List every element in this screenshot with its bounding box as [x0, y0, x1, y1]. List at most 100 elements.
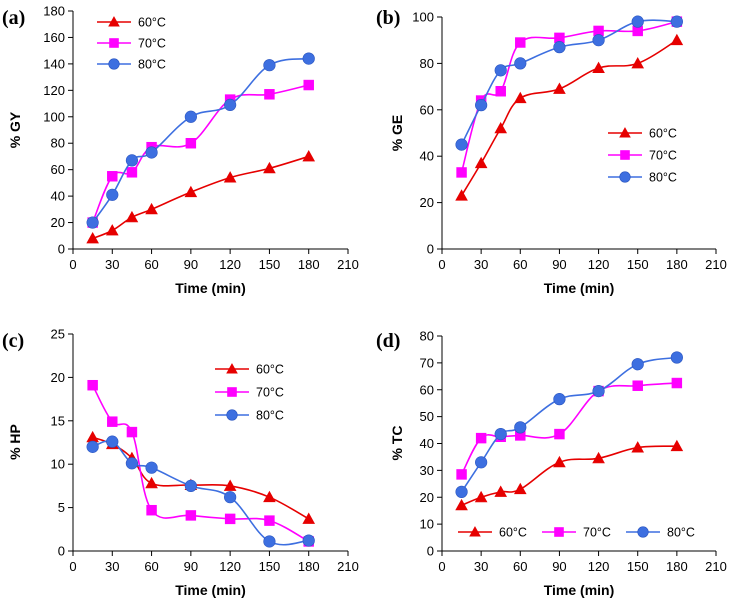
data-point-circle [184, 479, 197, 493]
data-point-square [554, 428, 565, 440]
data-point-triangle [670, 439, 684, 452]
series-line-circle [460, 19, 677, 145]
data-point-triangle [494, 485, 508, 497]
x-axis-label: Time (min) [175, 280, 246, 296]
legend-label: 80°C [256, 409, 284, 423]
x-tick-label: 150 [627, 257, 649, 272]
x-tick-label: 210 [705, 559, 727, 574]
legend-label: 70°C [649, 149, 677, 163]
data-point-triangle [86, 430, 99, 443]
y-tick-label: 20 [420, 195, 434, 210]
y-axis-label: % TC [389, 426, 405, 461]
panel-0: 0 30 60 90 120 150 180 210 0 20 40 60 80 100 120 140 160… [2, 4, 359, 297]
y-tick-label: 0 [427, 242, 434, 257]
y-tick-label: 15 [51, 413, 65, 428]
y-tick-label: 50 [420, 409, 434, 424]
data-point-triangle [474, 156, 488, 169]
data-point-triangle [86, 232, 99, 244]
legend-label: 70°C [138, 37, 166, 51]
data-point-triangle [263, 490, 276, 503]
legend-marker-circle [619, 171, 631, 183]
y-tick-label: 20 [420, 490, 434, 505]
y-tick-label: 100 [412, 10, 434, 25]
x-axis-label: Time (min) [175, 582, 246, 598]
x-tick-label: 60 [144, 257, 158, 272]
data-point-triangle [455, 498, 468, 511]
panel-3: 0 30 60 90 120 150 180 210 0 10 20 30 40 50 60 70 80 Time… [376, 329, 727, 599]
data-point-triangle [302, 150, 316, 162]
data-point-circle [145, 146, 158, 159]
data-point-square [185, 510, 197, 521]
data-point-circle [224, 98, 237, 111]
data-point-square [632, 380, 643, 391]
data-point-square [475, 432, 487, 444]
x-tick-label: 90 [184, 257, 198, 272]
legend-label: 80°C [649, 171, 677, 185]
x-tick-label: 180 [666, 559, 688, 574]
data-point-triangle [513, 482, 527, 495]
data-point-circle [631, 15, 644, 28]
legend-label: 60°C [649, 127, 677, 141]
x-tick-label: 60 [144, 559, 158, 574]
data-point-triangle [592, 61, 605, 73]
data-point-circle [302, 534, 315, 547]
legend: 60°C 70°C 80°C [215, 363, 284, 423]
data-point-circle [224, 491, 237, 504]
y-tick-label: 25 [51, 327, 65, 342]
y-tick-label: 10 [420, 517, 434, 532]
x-tick-label: 150 [627, 559, 649, 574]
data-point-circle [455, 485, 468, 498]
legend: 60°C 70°C 80°C [97, 16, 166, 72]
data-point-circle [86, 216, 99, 229]
x-tick-label: 210 [337, 559, 359, 574]
legend-marker-triangle [108, 16, 120, 27]
legend-marker-triangle [619, 127, 631, 138]
data-point-circle [631, 358, 644, 371]
y-tick-label: 10 [51, 457, 65, 472]
data-point-square [456, 167, 467, 178]
data-point-circle [494, 427, 507, 441]
y-tick-label: 20 [51, 370, 65, 385]
series-line-circle [92, 440, 309, 546]
legend-label: 60°C [499, 526, 527, 540]
series-line-triangle [461, 445, 677, 507]
data-point-triangle [631, 56, 645, 69]
y-tick-label: 80 [51, 136, 65, 151]
data-point-triangle [125, 210, 139, 223]
data-point-square [224, 513, 236, 525]
data-point-square [87, 379, 98, 391]
y-axis-label: % GY [7, 111, 23, 148]
legend-label: 60°C [256, 363, 284, 377]
data-point-square [107, 171, 118, 182]
legend: 60°C 70°C 80°C [608, 127, 677, 185]
y-tick-label: 80 [420, 329, 434, 344]
y-tick-label: 160 [43, 30, 65, 45]
series-line-triangle [460, 39, 678, 197]
x-tick-label: 30 [474, 257, 488, 272]
y-tick-label: 140 [43, 56, 65, 71]
y-axis-label: % GE [389, 115, 405, 152]
data-point-circle [125, 154, 139, 167]
legend-marker-triangle [469, 526, 481, 537]
y-tick-label: 40 [420, 436, 434, 451]
panel-2: 0 30 60 90 120 150 180 210 0 5 10 15 20 25 Time (min)%… [2, 327, 359, 599]
data-point-circle [592, 384, 605, 398]
data-point-triangle [105, 224, 119, 236]
y-tick-label: 60 [420, 382, 434, 397]
data-point-square [107, 416, 118, 427]
x-tick-label: 210 [705, 257, 727, 272]
x-tick-label: 210 [337, 257, 359, 272]
data-point-circle [553, 393, 566, 406]
x-tick-label: 180 [298, 559, 320, 574]
x-tick-label: 30 [105, 257, 119, 272]
x-tick-label: 30 [105, 559, 119, 574]
legend-label: 80°C [138, 58, 166, 72]
legend-marker-circle [637, 526, 649, 538]
y-tick-label: 0 [58, 242, 65, 257]
data-point-square [264, 89, 275, 100]
x-tick-label: 150 [259, 257, 281, 272]
x-tick-label: 30 [474, 559, 488, 574]
legend-label: 60°C [138, 16, 166, 30]
data-point-triangle [145, 202, 158, 215]
y-axis-label: % HP [7, 424, 23, 460]
